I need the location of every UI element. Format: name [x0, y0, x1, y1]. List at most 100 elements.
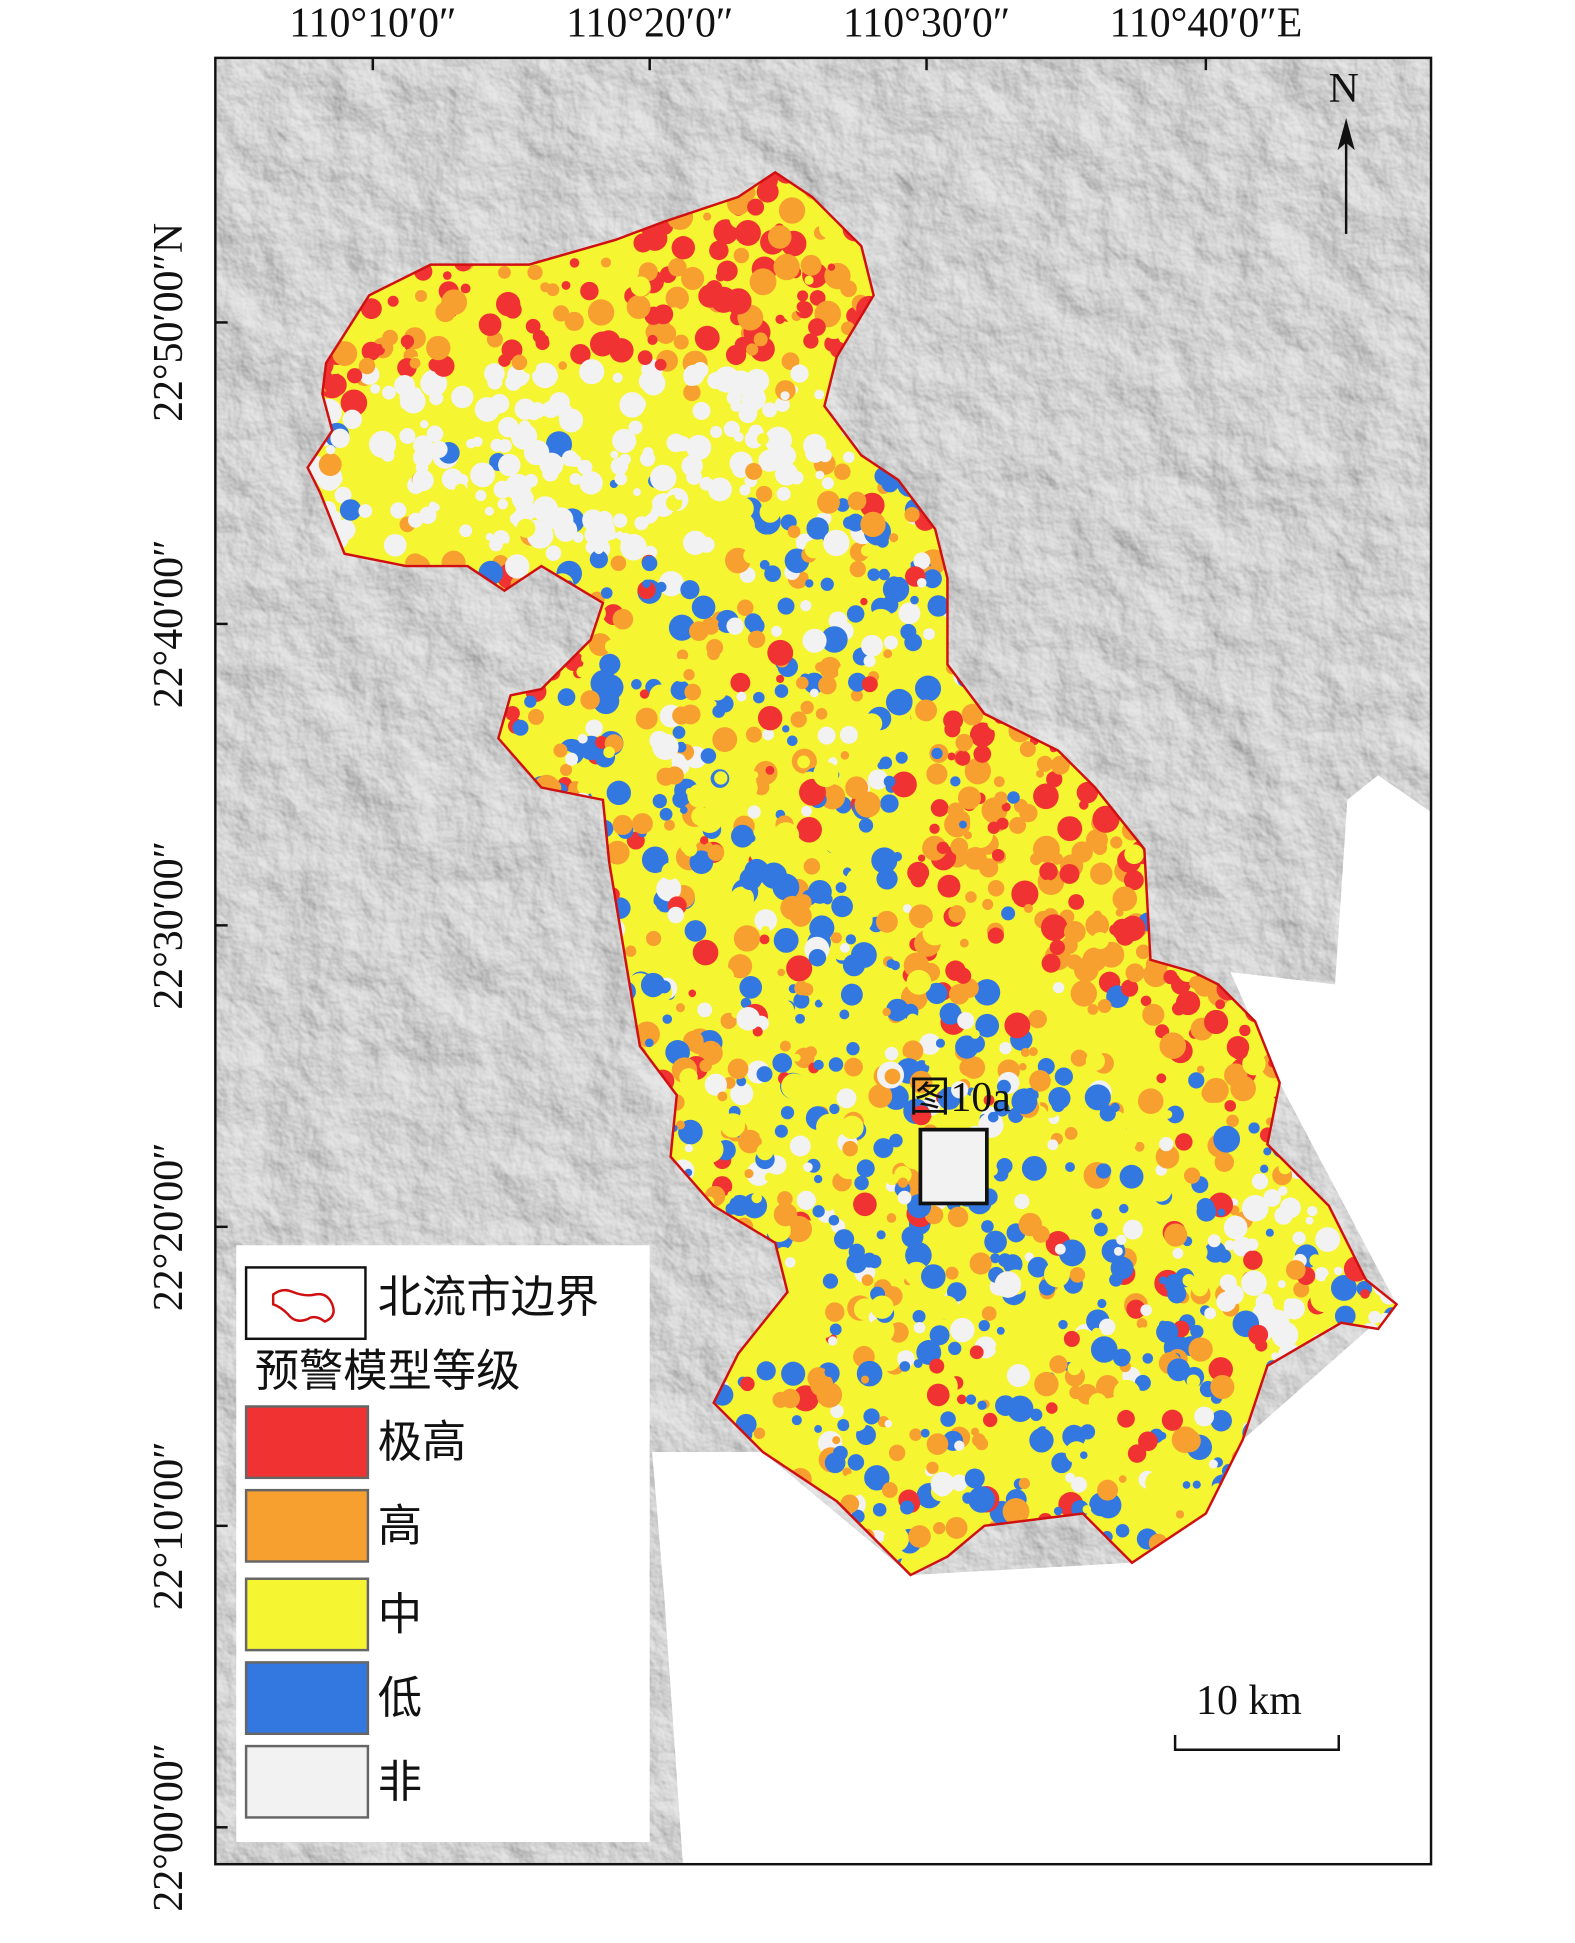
- zone-patch: [1156, 1320, 1179, 1344]
- zone-patch: [1039, 862, 1058, 881]
- zone-patch: [1260, 1164, 1269, 1174]
- zone-patch: [842, 1140, 858, 1157]
- zone-patch: [975, 1013, 1000, 1038]
- zone-patch: [854, 1175, 869, 1191]
- zone-patch: [735, 220, 761, 246]
- zone-patch: [902, 1040, 924, 1062]
- zone-patch: [1054, 1243, 1066, 1255]
- zone-patch: [394, 374, 416, 396]
- zone-patch: [934, 1236, 953, 1255]
- zone-patch: [1140, 1228, 1155, 1243]
- zone-patch: [1049, 1355, 1068, 1374]
- zone-patch: [819, 656, 842, 679]
- zone-patch: [614, 472, 628, 486]
- legend-boundary-label: 北流市边界: [378, 1273, 599, 1322]
- zone-patch: [868, 1084, 893, 1108]
- zone-patch: [1004, 1012, 1031, 1039]
- zone-patch: [854, 791, 881, 818]
- zone-patch: [409, 357, 421, 369]
- zone-patch: [1147, 1177, 1173, 1202]
- zone-patch: [498, 354, 511, 367]
- zone-patch: [863, 1408, 880, 1425]
- zone-patch: [883, 775, 896, 788]
- zone-patch: [745, 462, 763, 480]
- zone-patch: [754, 909, 778, 932]
- zone-patch: [800, 982, 814, 996]
- zone-patch: [634, 1021, 660, 1048]
- zone-patch: [577, 459, 593, 475]
- zone-patch: [1135, 1394, 1144, 1403]
- zone-patch: [1226, 1035, 1250, 1059]
- zone-patch: [837, 1419, 850, 1432]
- zone-patch: [841, 1473, 865, 1497]
- zone-patch: [679, 806, 688, 814]
- zone-patch: [604, 639, 619, 654]
- zone-patch: [600, 587, 613, 599]
- zone-patch: [922, 569, 942, 589]
- zone-patch: [686, 434, 712, 460]
- zone-patch: [756, 1143, 774, 1161]
- zone-patch: [929, 823, 940, 834]
- zone-patch: [906, 969, 932, 995]
- zone-patch: [579, 471, 603, 495]
- lat-label: 22°10′00″: [146, 1441, 192, 1610]
- zone-patch: [654, 358, 667, 371]
- zone-patch: [540, 282, 551, 293]
- zone-patch: [561, 450, 579, 467]
- zone-patch: [1215, 999, 1226, 1010]
- zone-patch: [707, 844, 725, 862]
- zone-patch: [908, 1525, 931, 1548]
- zone-patch: [1030, 853, 1043, 866]
- zone-patch: [691, 595, 716, 620]
- zone-patch: [459, 524, 473, 538]
- zone-patch: [1035, 1472, 1052, 1489]
- zone-patch: [1027, 1256, 1049, 1278]
- zone-patch: [381, 448, 395, 462]
- zone-patch: [787, 525, 801, 539]
- zone-patch: [1131, 1187, 1153, 1209]
- zone-patch: [641, 555, 658, 572]
- zone-patch: [1292, 1231, 1306, 1245]
- zone-patch: [884, 1068, 901, 1085]
- zone-patch: [753, 332, 768, 347]
- zone-patch: [603, 746, 615, 759]
- zone-patch: [1242, 1051, 1266, 1076]
- zone-patch: [1115, 1523, 1130, 1538]
- zone-patch: [856, 1159, 875, 1178]
- zone-patch: [830, 932, 842, 944]
- zone-patch: [1098, 1318, 1116, 1336]
- zone-patch: [565, 752, 579, 766]
- zone-patch: [382, 385, 396, 400]
- zone-patch: [935, 1038, 945, 1048]
- zone-patch: [1204, 1009, 1229, 1035]
- zone-patch: [664, 819, 675, 831]
- zone-patch: [864, 1465, 890, 1491]
- zone-patch: [1052, 981, 1065, 994]
- zone-patch: [934, 1295, 959, 1320]
- zone-patch: [1002, 1254, 1023, 1274]
- zone-patch: [919, 1033, 941, 1055]
- zone-patch: [772, 1053, 793, 1073]
- zone-patch: [1230, 1075, 1256, 1102]
- zone-patch: [1271, 1321, 1299, 1349]
- zone-patch: [639, 689, 650, 699]
- zone-patch: [610, 457, 629, 475]
- zone-patch: [909, 1428, 922, 1441]
- zone-patch: [753, 779, 770, 796]
- zone-patch: [1278, 1186, 1288, 1196]
- zone-patch: [747, 805, 761, 819]
- zone-patch: [891, 690, 913, 712]
- zone-patch: [697, 1002, 713, 1018]
- zone-patch: [814, 1240, 822, 1249]
- zone-patch: [1213, 1125, 1241, 1153]
- zone-patch: [759, 934, 770, 945]
- zone-patch: [777, 597, 795, 615]
- zone-patch: [868, 1317, 895, 1344]
- zone-patch: [1167, 1358, 1190, 1382]
- zone-patch: [883, 635, 898, 650]
- legend-label: 中: [378, 1591, 422, 1640]
- zone-patch: [911, 1105, 932, 1126]
- zone-patch: [731, 497, 754, 520]
- zone-patch: [1092, 805, 1120, 833]
